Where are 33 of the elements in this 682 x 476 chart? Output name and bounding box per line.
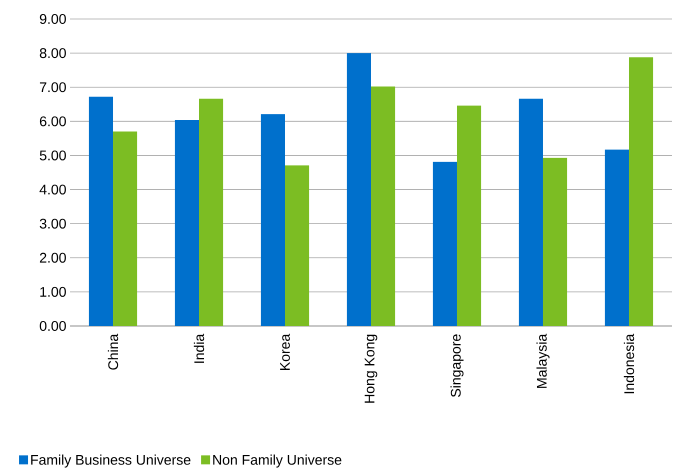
- legend-label: Family Business Universe: [31, 454, 190, 468]
- x-tick-label: Indonesia: [624, 334, 634, 394]
- y-tick-label: 0.00: [40, 321, 66, 331]
- bar: [628, 57, 654, 326]
- bar: [518, 98, 543, 326]
- x-tick-label: Singapore: [450, 334, 464, 397]
- bar: [88, 96, 114, 326]
- y-tick-label: 2.00: [40, 252, 66, 263]
- legend-label: Non Family Universe: [213, 454, 342, 468]
- y-tick-label: 3.00: [40, 218, 66, 229]
- bar: [371, 86, 396, 326]
- x-tick-label: Malaysia: [536, 334, 550, 388]
- x-tick-label: China: [108, 334, 118, 370]
- bar: [604, 150, 629, 326]
- bar: [456, 106, 482, 326]
- bar: [346, 53, 371, 326]
- bar: [285, 165, 310, 326]
- y-tick-label: 1.00: [40, 286, 66, 297]
- y-tick-label: 7.00: [40, 82, 66, 92]
- x-tick-label: Korea: [280, 334, 290, 370]
- bar: [199, 98, 224, 326]
- x-tick-label: Hong Kong: [364, 334, 378, 403]
- bar: [260, 114, 285, 326]
- bar: [542, 158, 568, 326]
- y-tick-label: 5.00: [40, 150, 66, 160]
- x-tick-label: India: [194, 334, 204, 363]
- bar: [432, 162, 457, 326]
- y-tick-label: 6.00: [40, 116, 66, 126]
- y-tick-label: 9.00: [40, 14, 66, 24]
- y-tick-label: 8.00: [40, 48, 66, 58]
- bar: [113, 132, 138, 326]
- bar: [174, 120, 200, 326]
- y-tick-label: 4.00: [40, 184, 66, 195]
